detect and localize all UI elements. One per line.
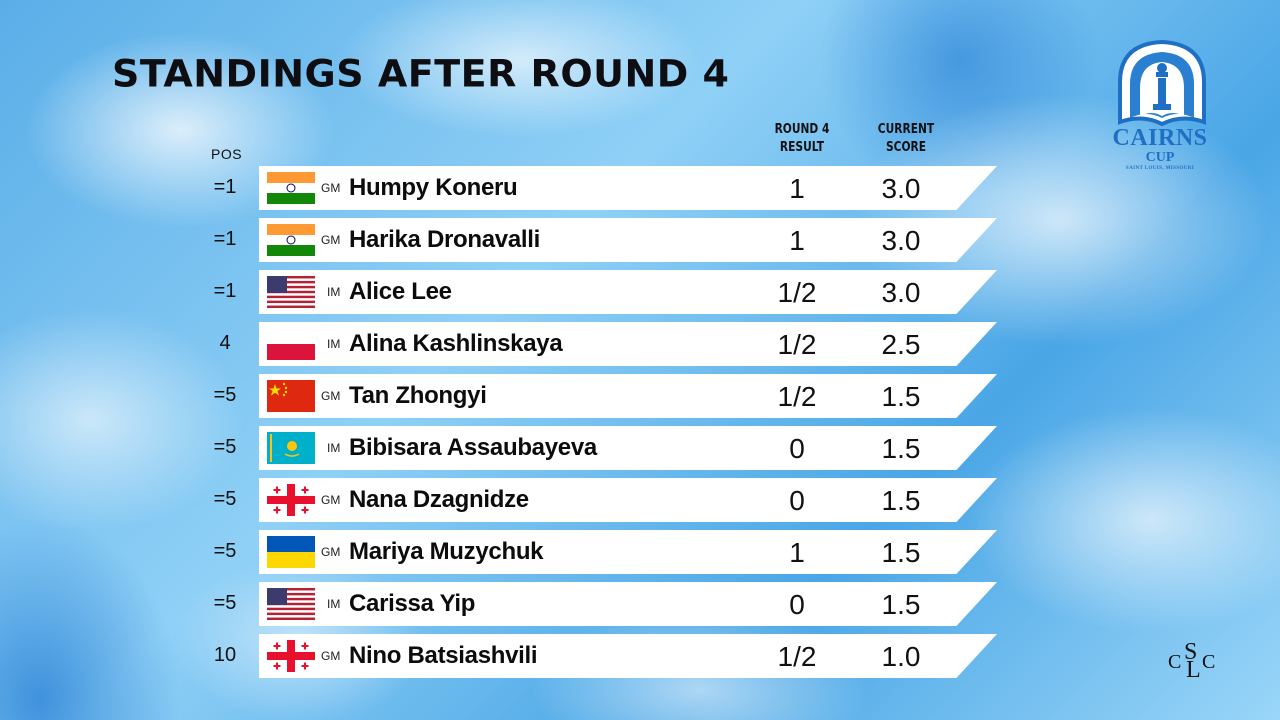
player-title: GM: [321, 181, 341, 195]
player-bar: GM Nino Batsiashvili 1/2 1.0: [259, 634, 997, 678]
round-result-cell: 1/2: [777, 277, 817, 308]
current-score-cell: 1.5: [881, 589, 921, 620]
player-title: IM: [327, 441, 341, 455]
player-name: Carissa Yip: [349, 590, 476, 617]
india-flag: [267, 224, 315, 256]
player-bar: IM Carissa Yip 0 1.5: [259, 582, 997, 626]
player-bar: GM Humpy Koneru 1 3.0: [259, 166, 997, 210]
table-row: 10 GM Nino Batsiashvili 1/2 1.0: [0, 634, 1000, 678]
georgia-flag: [267, 640, 315, 672]
table-row: 4 IM Alina Kashlinskaya 1/2 2.5: [0, 322, 1000, 366]
page-title: STANDINGS AFTER ROUND 4: [112, 52, 730, 96]
position-cell: =1: [213, 228, 237, 250]
player-bar: IM Alina Kashlinskaya 1/2 2.5: [259, 322, 997, 366]
position-cell: 4: [219, 332, 231, 354]
player-bar: GM Tan Zhongyi 1/2 1.5: [259, 374, 997, 418]
position-cell: =1: [213, 280, 237, 302]
player-name: Nino Batsiashvili: [349, 642, 538, 669]
kazakhstan-flag: [267, 432, 315, 464]
player-title: GM: [321, 493, 341, 507]
table-row: =5 IM Carissa Yip 0 1.5: [0, 582, 1000, 626]
player-title: GM: [321, 545, 341, 559]
player-name: Tan Zhongyi: [349, 382, 487, 409]
ukraine-flag: [267, 536, 315, 568]
round-result-cell: 0: [789, 433, 805, 464]
player-title: IM: [327, 337, 341, 351]
round-result-cell: 1: [789, 225, 805, 256]
position-cell: =5: [213, 592, 237, 614]
pos-header: POS: [211, 146, 243, 162]
table-row: =5 GM Tan Zhongyi 1/2 1.5: [0, 374, 1000, 418]
table-row: =5 IM Bibisara Assaubayeva 0 1.5: [0, 426, 1000, 470]
current-score-cell: 1.0: [881, 641, 921, 672]
round-result-cell: 0: [789, 589, 805, 620]
player-name: Bibisara Assaubayeva: [349, 434, 597, 461]
table-row: =1 GM Humpy Koneru 1 3.0: [0, 166, 1000, 210]
india-flag: [267, 172, 315, 204]
table-row: =1 IM Alice Lee 1/2 3.0: [0, 270, 1000, 314]
current-score-header: CURRENT SCORE: [877, 122, 935, 155]
round-result-cell: 1/2: [777, 329, 817, 360]
cairns-cup-wordmark: CAIRNS CUP SAINT LOUIS, MISSOURI: [1112, 125, 1208, 171]
player-title: GM: [321, 233, 341, 247]
player-bar: GM Mariya Muzychuk 1 1.5: [259, 530, 997, 574]
position-cell: =5: [213, 436, 237, 458]
usa-flag: [267, 276, 315, 308]
player-name: Harika Dronavalli: [349, 226, 540, 253]
round-result-cell: 1/2: [777, 381, 817, 412]
current-score-cell: 1.5: [881, 381, 921, 412]
georgia-flag: [267, 484, 315, 516]
current-score-cell: 1.5: [881, 485, 921, 516]
poland-flag: [267, 328, 315, 360]
current-score-cell: 3.0: [881, 173, 921, 204]
usa-flag: [267, 588, 315, 620]
position-cell: 10: [213, 644, 237, 666]
round-result-cell: 1: [789, 537, 805, 568]
player-name: Alina Kashlinskaya: [349, 330, 563, 357]
player-name: Mariya Muzychuk: [349, 538, 544, 565]
player-title: IM: [327, 285, 341, 299]
player-bar: GM Harika Dronavalli 1 3.0: [259, 218, 997, 262]
position-cell: =5: [213, 488, 237, 510]
current-score-cell: 2.5: [881, 329, 921, 360]
table-row: =1 GM Harika Dronavalli 1 3.0: [0, 218, 1000, 262]
current-score-cell: 3.0: [881, 277, 921, 308]
current-score-cell: 3.0: [881, 225, 921, 256]
player-bar: GM Nana Dzagnidze 0 1.5: [259, 478, 997, 522]
position-cell: =1: [213, 176, 237, 198]
round-result-header: ROUND 4 RESULT: [774, 122, 830, 155]
china-flag: [267, 380, 315, 412]
slc-monogram-logo: C S L C: [1168, 639, 1216, 683]
player-bar: IM Alice Lee 1/2 3.0: [259, 270, 997, 314]
current-score-cell: 1.5: [881, 433, 921, 464]
round-result-cell: 1/2: [777, 641, 817, 672]
player-bar: IM Bibisara Assaubayeva 0 1.5: [259, 426, 997, 470]
player-name: Alice Lee: [349, 278, 452, 305]
player-title: GM: [321, 649, 341, 663]
position-cell: =5: [213, 540, 237, 562]
player-name: Humpy Koneru: [349, 174, 518, 201]
current-score-cell: 1.5: [881, 537, 921, 568]
cairns-cup-logo: [1118, 39, 1206, 127]
player-name: Nana Dzagnidze: [349, 486, 529, 513]
table-row: =5 GM Mariya Muzychuk 1 1.5: [0, 530, 1000, 574]
position-cell: =5: [213, 384, 237, 406]
table-row: =5 GM Nana Dzagnidze 0 1.5: [0, 478, 1000, 522]
round-result-cell: 0: [789, 485, 805, 516]
player-title: GM: [321, 389, 341, 403]
player-title: IM: [327, 597, 341, 611]
round-result-cell: 1: [789, 173, 805, 204]
